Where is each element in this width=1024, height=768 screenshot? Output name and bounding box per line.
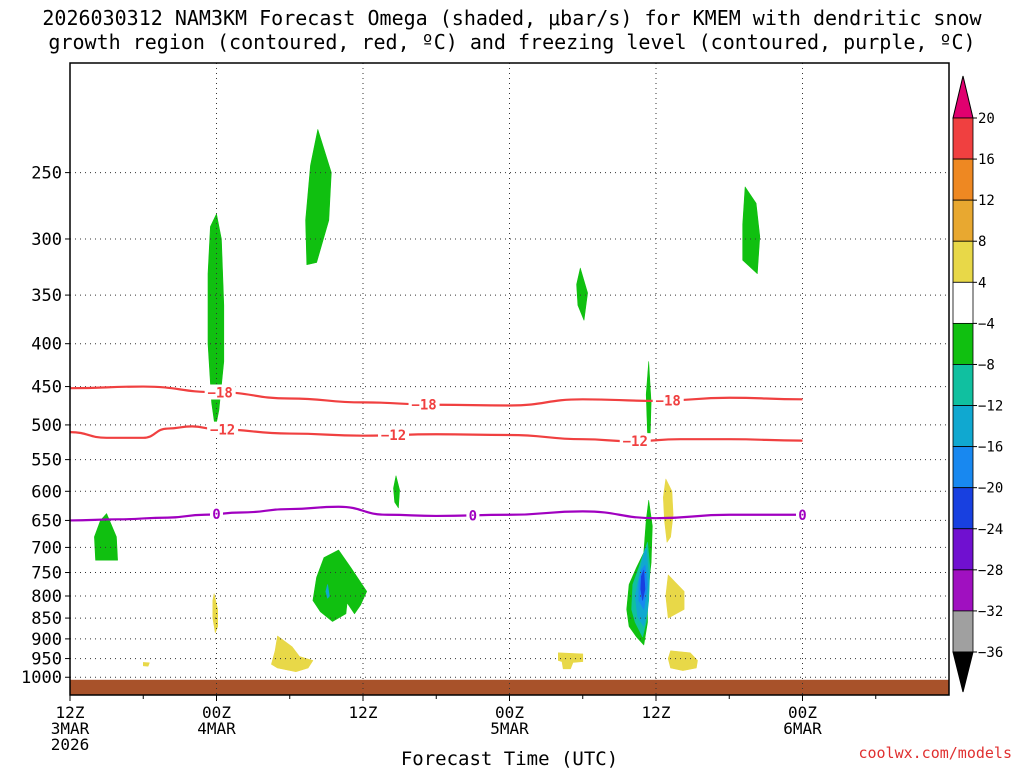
site-credit[interactable]: coolwx.com/models [858, 744, 1012, 762]
x-tick-label-0-line1: 12Z [56, 703, 85, 722]
dgz-minus18-label-1: −18 [411, 397, 436, 413]
y-tick-label-250: 250 [31, 164, 62, 184]
colorbar-swatch-1 [952, 158, 974, 201]
x-tick-label-1-line2: 4MAR [197, 719, 236, 738]
colorbar-swatch-0 [952, 117, 974, 160]
y-tick-label-500: 500 [31, 416, 62, 436]
colorbar-label-1: 16 [978, 152, 995, 168]
colorbar-label-7: −12 [978, 399, 1003, 415]
colorbar-swatch-4 [952, 281, 974, 324]
colorbar-swatch-10 [952, 528, 974, 571]
dgz-minus18-label-bg-0 [204, 384, 236, 400]
chart-title-line-1: 2026030312 NAM3KM Forecast Omega (shaded… [42, 6, 982, 30]
colorbar-swatch-9 [952, 487, 974, 530]
x-tick-label-0-line3: 2026 [51, 735, 90, 754]
freezing-level-label-bg-0 [210, 506, 223, 522]
colorbar-label-2: 12 [978, 193, 995, 209]
omega-green-6 [393, 475, 400, 509]
dgz-minus12-label-bg-1 [378, 427, 410, 443]
colorbar-label-9: −20 [978, 481, 1003, 497]
y-tick-label-950: 950 [31, 650, 62, 670]
y-tick-label-600: 600 [31, 482, 62, 502]
colorbar-swatch-8 [952, 446, 974, 489]
dgz-minus12-label-bg-2 [619, 433, 651, 449]
omega-green-3 [576, 267, 588, 321]
x-axis-title: Forecast Time (UTC) [401, 748, 618, 768]
colorbar-label-11: −28 [978, 563, 1003, 579]
colorbar-label-3: 8 [978, 234, 986, 250]
colorbar-swatch-7 [952, 405, 974, 448]
chart-title-line-2: growth region (contoured, red, ºC) and f… [48, 30, 976, 54]
dgz-minus12-label-0: −12 [210, 423, 235, 439]
y-tick-label-350: 350 [31, 286, 62, 306]
dgz-minus12-label-2: −12 [623, 434, 648, 450]
colorbar-label-12: −32 [978, 604, 1003, 620]
colorbar-swatch-3 [952, 240, 974, 283]
colorbar-top-arrow [952, 75, 974, 119]
colorbar-swatch-6 [952, 364, 974, 406]
y-tick-label-650: 650 [31, 511, 62, 531]
x-tick-label-3-line1: 00Z [495, 703, 524, 722]
dgz-minus18-label-0: −18 [208, 386, 233, 402]
terrain-band [70, 679, 949, 695]
y-tick-label-900: 900 [31, 630, 62, 650]
x-tick-label-4-line1: 12Z [642, 703, 671, 722]
x-tick-label-2-line1: 12Z [349, 703, 378, 722]
dgz-minus12-line [69, 425, 803, 443]
x-tick-label-5-line2: 6MAR [783, 719, 822, 738]
y-tick-label-450: 450 [31, 378, 62, 398]
colorbar-swatch-12 [952, 610, 974, 653]
dgz-minus18-label-bg-1 [408, 396, 440, 412]
y-tick-label-700: 700 [31, 538, 62, 558]
freezing-level-label-bg-2 [796, 506, 809, 522]
colorbar-label-4: 4 [978, 275, 986, 291]
y-tick-label-800: 800 [31, 587, 62, 607]
omega-blue-3 [640, 569, 646, 601]
dgz-minus12-label-bg-0 [207, 421, 239, 437]
colorbar-bottom-arrow [952, 651, 974, 693]
x-tick-label-0-line2: 3MAR [51, 719, 90, 738]
omega-yellow-6 [665, 574, 685, 619]
colorbar-swatch-2 [952, 199, 974, 242]
colorbar-swatch-5 [952, 322, 974, 365]
colorbar-label-13: −36 [978, 645, 1003, 661]
freezing-level-label-bg-1 [466, 507, 480, 523]
omega-yellow-3 [143, 662, 150, 667]
x-tick-label-3-line2: 5MAR [490, 719, 529, 738]
omega-teal-2 [325, 584, 330, 599]
colorbar-label-6: −8 [978, 357, 995, 373]
dgz-minus18-label-bg-2 [652, 392, 684, 408]
freezing-level-label-2: 0 [798, 508, 806, 524]
dgz-minus12-label-1: −12 [381, 428, 406, 444]
colorbar-swatch-11 [952, 569, 974, 612]
omega-yellow-7 [667, 650, 698, 671]
colorbar-label-10: −24 [978, 522, 1003, 538]
y-tick-label-300: 300 [31, 230, 62, 250]
y-tick-label-1000: 1000 [21, 668, 62, 688]
x-tick-label-5-line1: 00Z [788, 703, 817, 722]
y-tick-label-400: 400 [31, 335, 62, 355]
omega-green-4 [742, 186, 761, 274]
freezing-level-label-0: 0 [212, 507, 220, 523]
plot-frame [69, 62, 950, 696]
y-tick-label-850: 850 [31, 609, 62, 629]
colorbar-label-8: −16 [978, 440, 1003, 456]
freezing-level-label-1: 0 [469, 508, 477, 524]
omega-yellow-2 [271, 635, 314, 672]
omega-green-2 [305, 129, 332, 265]
colorbar-label-0: 20 [978, 111, 995, 127]
colorbar-label-5: −4 [978, 316, 995, 332]
omega-yellow-4 [558, 652, 584, 670]
omega-yellow-5 [663, 478, 674, 543]
y-tick-label-750: 750 [31, 564, 62, 584]
x-tick-label-1-line1: 00Z [202, 703, 231, 722]
dgz-minus18-label-2: −18 [656, 393, 681, 409]
omega-green-8 [312, 549, 367, 622]
freezing-level-line [69, 505, 803, 522]
y-tick-label-550: 550 [31, 451, 62, 471]
